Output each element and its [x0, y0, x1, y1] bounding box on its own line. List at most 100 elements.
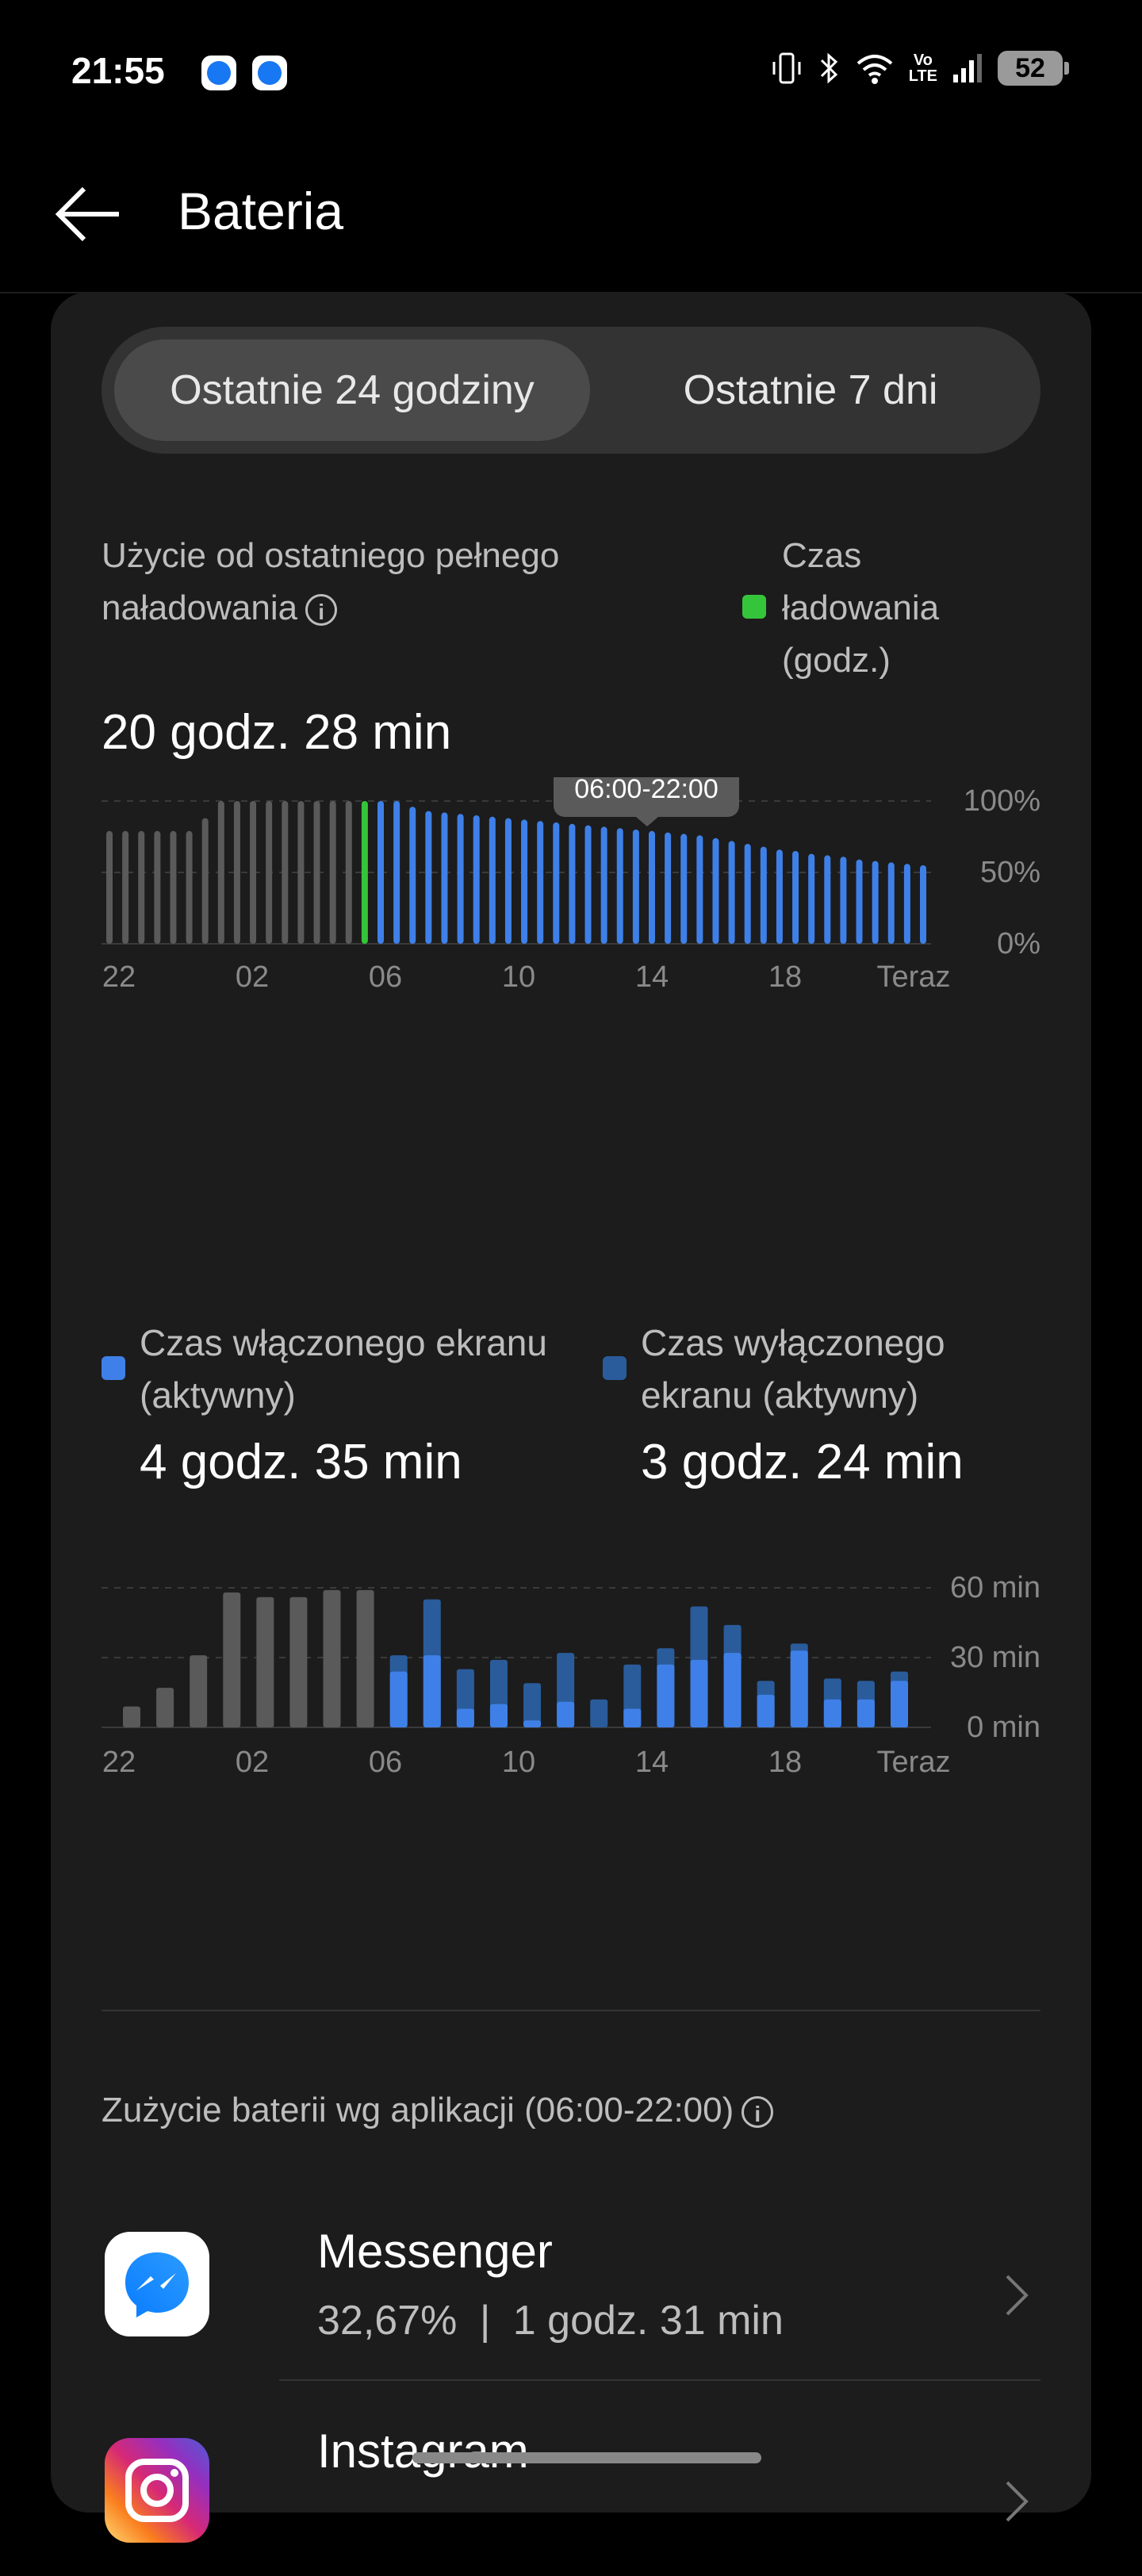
screen-on-label: Czas włączonego ekranu (aktywny) [140, 1322, 547, 1416]
home-indicator[interactable] [412, 2452, 761, 2463]
page-title: Bateria [178, 182, 344, 240]
battery-bar [233, 801, 240, 944]
battery-icon: 52 [998, 51, 1069, 86]
battery-bar [313, 801, 320, 944]
x-tick-label: 14 [635, 1746, 669, 1779]
chevron-right-icon [1006, 2481, 1029, 2522]
screen-time-chart[interactable]: 60 min 30 min 0 min 22 02 06 10 14 18 Teraz [51, 1572, 1091, 1810]
battery-bar [632, 830, 639, 944]
x-tick-label: Teraz [877, 1746, 951, 1779]
x-tick-label: 22 [102, 1746, 136, 1779]
x-tick-label: 22 [102, 960, 136, 994]
y-tick-label: 100% [964, 784, 1040, 818]
volte-icon: Vo LTE [908, 52, 937, 85]
battery-bar [537, 821, 544, 944]
battery-bar [409, 807, 416, 944]
battery-bar [840, 857, 847, 944]
battery-bar [282, 801, 289, 944]
screen-total-bar [223, 1592, 241, 1727]
screen-on-bar [690, 1659, 708, 1727]
screen-on-bar [823, 1699, 841, 1727]
section-divider [102, 2010, 1040, 2011]
messenger-app-icon [105, 2232, 209, 2336]
battery-bar [728, 841, 735, 944]
screen-total-bar [523, 1683, 542, 1727]
screen-total-bar [190, 1655, 208, 1727]
battery-level-chart[interactable]: 100% 50% 0% 06:00-22:00 22 02 06 10 14 18 Teraz [51, 777, 1091, 1015]
battery-bar [154, 830, 161, 944]
screen-on-bar [623, 1708, 642, 1727]
battery-bar [808, 853, 815, 944]
clock: 21:55 [71, 50, 165, 91]
info-icon[interactable]: i [305, 594, 338, 627]
tab-last-7-days[interactable]: Ostatnie 7 dni [683, 367, 938, 413]
y-tick-label: 60 min [950, 1572, 1040, 1604]
x-tick-label: 02 [236, 1746, 269, 1779]
battery-card: Ostatnie 24 godziny Ostatnie 7 dni Użyci… [51, 292, 1091, 2543]
back-button[interactable] [49, 174, 128, 254]
battery-bar [217, 801, 224, 944]
x-tick-label: 18 [768, 1746, 802, 1779]
battery-bar [329, 801, 336, 944]
battery-bar [600, 826, 607, 944]
battery-bar [441, 812, 448, 944]
battery-bar [425, 811, 432, 944]
battery-bar [760, 846, 767, 944]
screen-total-bar [590, 1699, 608, 1727]
wifi-icon [855, 51, 895, 86]
screen-total-bar [356, 1589, 374, 1727]
battery-bar [345, 801, 352, 944]
usage-since-charge-label: Użycie od ostatniego pełnego naładowania… [102, 530, 736, 634]
tooltip-pointer [636, 817, 658, 826]
back-arrow-icon [55, 186, 119, 242]
screen-total-bar [156, 1688, 174, 1727]
app-name: Instagram [317, 2425, 529, 2478]
screen-on-value: 4 godz. 35 min [140, 1435, 462, 1489]
battery-bar [792, 851, 799, 944]
system-icons: Vo LTE 52 [771, 51, 1069, 86]
screen-on-bar [389, 1671, 408, 1727]
app-header: Bateria [0, 143, 1142, 293]
screen-on-bar [456, 1708, 474, 1727]
battery-bar [584, 825, 592, 944]
battery-bar [122, 830, 129, 944]
charging-legend-label: Czas ładowania (godz.) [782, 536, 940, 680]
battery-bar [712, 838, 719, 944]
battery-bar [186, 830, 193, 944]
battery-bar [903, 864, 910, 944]
battery-bar [665, 832, 672, 944]
usage-value: 20 godz. 28 min [102, 705, 452, 760]
battery-bar [872, 861, 879, 944]
screen-on-bar [523, 1720, 542, 1727]
battery-bar [170, 830, 177, 944]
instagram-app-icon [105, 2438, 209, 2543]
x-tick-label: 10 [502, 960, 535, 994]
battery-bar [361, 801, 368, 944]
info-icon[interactable]: i [742, 2096, 774, 2129]
x-tick-label: 18 [768, 960, 802, 994]
charging-legend: Czas ładowania (godz.) [782, 530, 1020, 687]
app-row-instagram[interactable]: Instagram [102, 2417, 1040, 2576]
battery-bar [521, 819, 528, 944]
messenger-notification-icon [252, 56, 287, 90]
charging-legend-swatch [742, 595, 766, 619]
screen-on-bar [757, 1694, 775, 1727]
chart-tooltip: 06:00-22:00 [554, 777, 739, 826]
battery-bar [489, 816, 496, 944]
battery-bar [696, 835, 703, 944]
battery-bar [106, 830, 113, 944]
battery-bar [393, 801, 400, 944]
battery-bar [138, 830, 145, 944]
battery-bar [856, 859, 863, 944]
x-tick-label: 14 [635, 960, 669, 994]
battery-bar [201, 818, 209, 944]
screen-off-legend-swatch [603, 1356, 627, 1380]
tooltip-box [554, 777, 739, 817]
screen-on-bar [790, 1650, 808, 1727]
screen-on-bar [657, 1664, 675, 1727]
app-row-messenger[interactable]: Messenger 32,67% | 1 godz. 31 min [102, 2211, 1040, 2378]
screen-on-bar [856, 1699, 875, 1727]
screen-on-legend-swatch [102, 1356, 125, 1380]
tab-last-24-hours[interactable]: Ostatnie 24 godziny [114, 339, 590, 441]
screen-total-bar [123, 1706, 140, 1727]
